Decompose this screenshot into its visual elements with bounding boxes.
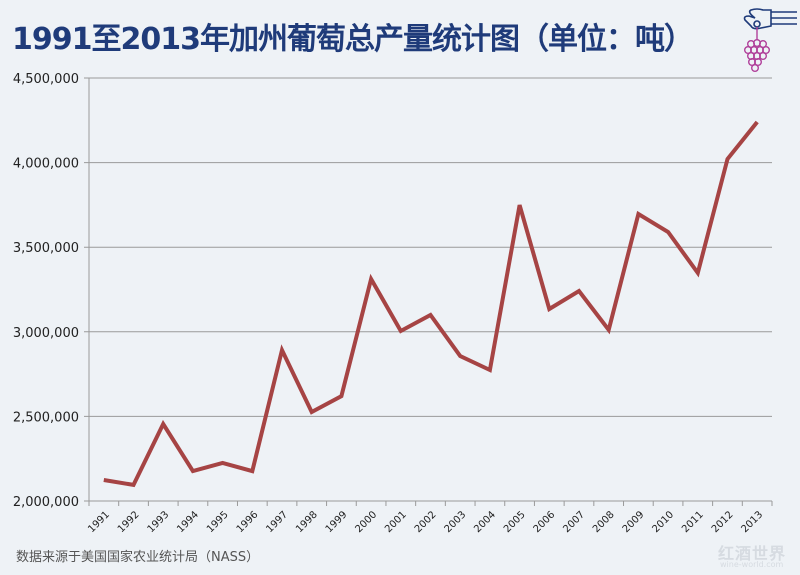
x-tick-label: 2013 bbox=[739, 509, 765, 535]
data-source-note: 数据来源于美国国家农业统计局（NASS） bbox=[16, 550, 260, 565]
x-tick-label: 2000 bbox=[353, 509, 379, 535]
x-tick-label: 2008 bbox=[591, 509, 617, 535]
x-tick-label: 2011 bbox=[680, 509, 706, 535]
watermark-url: wine-world.com bbox=[720, 560, 784, 569]
x-tick-label: 1999 bbox=[324, 509, 350, 535]
x-tick-label: 1995 bbox=[205, 509, 231, 535]
x-tick-label: 1994 bbox=[175, 509, 201, 535]
x-tick-label: 2003 bbox=[443, 509, 469, 535]
y-tick-label: 3,000,000 bbox=[13, 326, 79, 341]
x-tick-label: 2001 bbox=[383, 509, 409, 535]
x-tick-label: 1993 bbox=[146, 509, 172, 535]
chart-title: 1991至2013年加州葡萄总产量统计图（单位：吨） bbox=[12, 22, 694, 57]
y-tick-label: 4,000,000 bbox=[13, 157, 79, 172]
x-tick-label: 2009 bbox=[621, 509, 647, 535]
x-tick-label: 1991 bbox=[86, 509, 112, 535]
x-tick-label: 1998 bbox=[294, 509, 320, 535]
x-tick-label: 1996 bbox=[235, 509, 261, 535]
x-tick-label: 2006 bbox=[532, 509, 558, 535]
x-tick-label: 2002 bbox=[413, 509, 439, 535]
grape-hand-icon bbox=[743, 8, 797, 73]
x-tick-label: 2007 bbox=[561, 509, 587, 535]
data-line bbox=[103, 120, 759, 488]
x-tick-label: 1992 bbox=[116, 509, 142, 535]
x-tick-label: 2005 bbox=[502, 509, 528, 535]
y-tick-label: 2,500,000 bbox=[13, 410, 79, 425]
x-tick-label: 1997 bbox=[264, 509, 290, 535]
watermark-logo: 红酒世界 bbox=[718, 544, 787, 563]
x-tick-label: 2010 bbox=[650, 509, 676, 535]
x-tick-label: 2012 bbox=[710, 509, 736, 535]
y-tick-label: 4,500,000 bbox=[13, 72, 79, 87]
x-tick-label: 2004 bbox=[472, 509, 498, 535]
y-tick-label: 3,500,000 bbox=[13, 241, 79, 256]
y-tick-label: 2,000,000 bbox=[13, 495, 79, 510]
